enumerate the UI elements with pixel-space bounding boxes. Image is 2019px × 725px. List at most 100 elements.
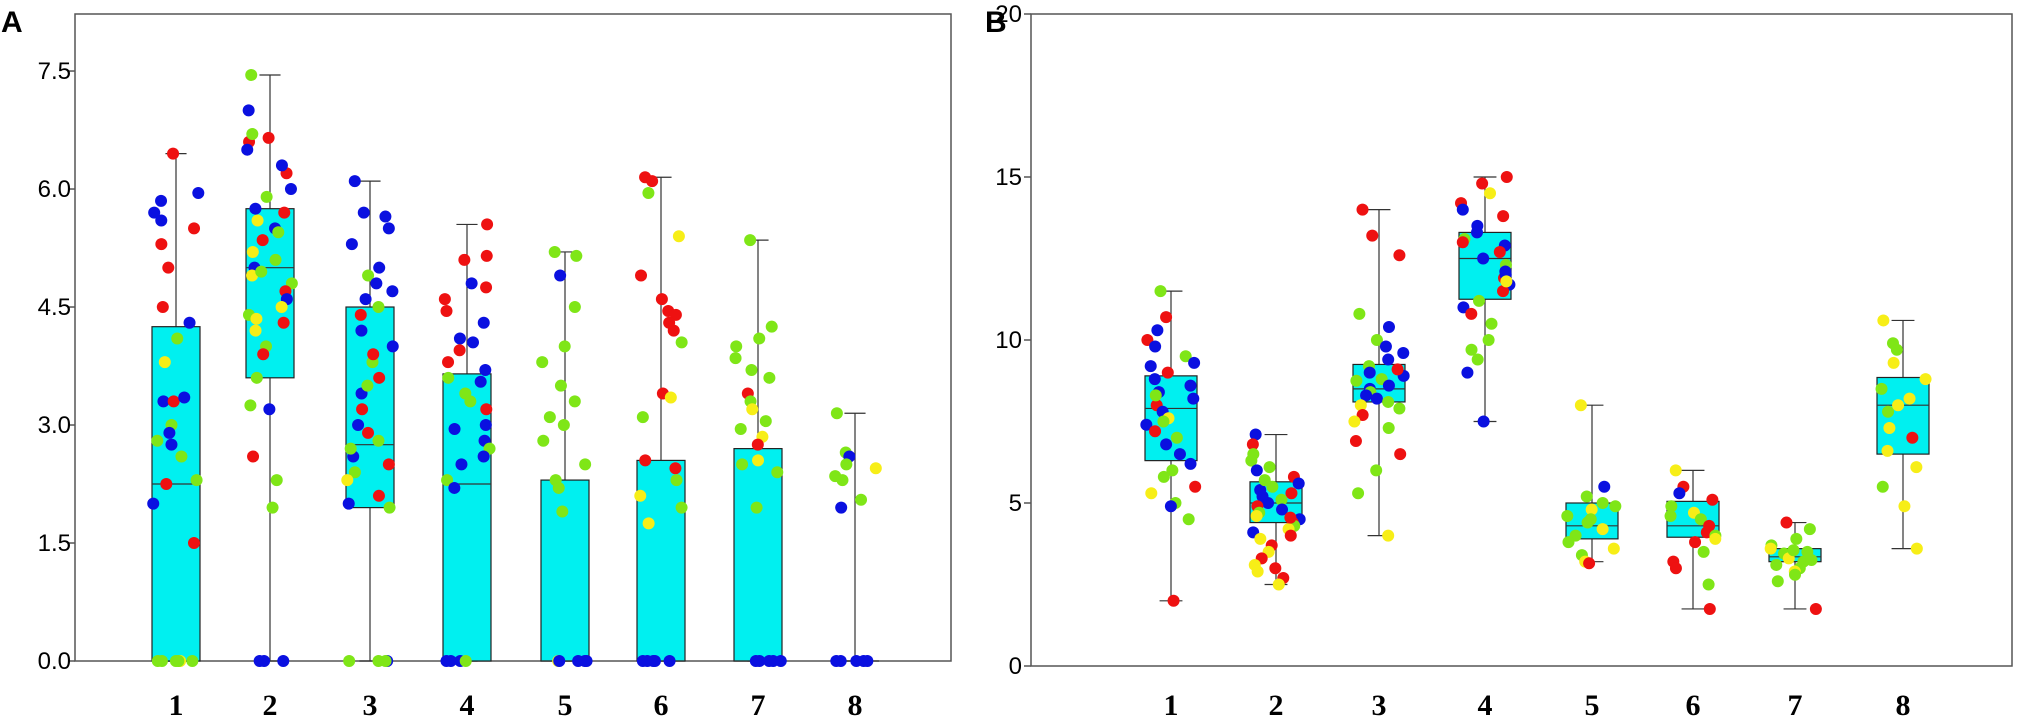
data-point xyxy=(774,655,787,667)
data-point xyxy=(1596,523,1609,536)
box-iqr xyxy=(151,326,201,662)
data-point xyxy=(1470,226,1483,239)
data-point xyxy=(348,175,361,188)
data-point xyxy=(367,348,380,361)
data-point xyxy=(1456,203,1469,216)
data-point xyxy=(251,214,264,227)
data-point xyxy=(1370,334,1383,346)
data-point xyxy=(1263,461,1276,474)
data-point xyxy=(744,234,757,247)
data-point xyxy=(1167,594,1180,607)
data-point xyxy=(552,481,565,494)
data-point xyxy=(1574,399,1587,412)
data-point xyxy=(1276,503,1289,516)
data-point xyxy=(1910,461,1923,474)
y-tick-label: 10 xyxy=(995,327,1022,354)
data-point xyxy=(373,371,386,384)
data-point xyxy=(1182,513,1195,526)
data-point xyxy=(257,348,270,361)
y-tick-label: 1.5 xyxy=(38,530,71,557)
data-point xyxy=(1382,422,1395,435)
data-point xyxy=(167,147,180,160)
data-point xyxy=(1284,529,1297,542)
data-point xyxy=(278,206,291,219)
data-point xyxy=(572,655,585,667)
data-point xyxy=(172,655,185,667)
data-point xyxy=(453,344,466,357)
data-point xyxy=(835,501,848,514)
data-point xyxy=(759,415,772,428)
data-point xyxy=(1500,275,1513,288)
data-point xyxy=(1456,236,1469,249)
data-point xyxy=(1703,602,1716,615)
data-point xyxy=(250,312,263,325)
data-point xyxy=(245,68,258,81)
data-point xyxy=(1363,366,1376,379)
data-point xyxy=(192,186,205,199)
x-tick-label: 5 xyxy=(558,689,573,722)
data-point xyxy=(1189,480,1202,493)
data-point xyxy=(1275,493,1288,506)
data-point xyxy=(1391,363,1404,376)
data-point xyxy=(830,407,843,420)
data-point xyxy=(1393,402,1406,415)
data-point xyxy=(1148,373,1161,386)
x-tick-label: 8 xyxy=(1896,689,1911,722)
data-point xyxy=(634,489,647,502)
data-point xyxy=(1370,392,1383,405)
data-point xyxy=(465,277,478,290)
data-point xyxy=(263,403,276,416)
y-tick-label: 7.5 xyxy=(38,58,71,85)
data-point xyxy=(244,399,257,412)
data-point xyxy=(1607,542,1620,555)
data-point xyxy=(354,308,367,321)
data-point xyxy=(242,104,255,117)
data-point xyxy=(1906,431,1919,444)
y-tick-label: 0 xyxy=(1009,653,1022,680)
data-point xyxy=(148,206,161,219)
data-point xyxy=(448,481,461,494)
data-point xyxy=(155,214,168,227)
data-point xyxy=(341,474,354,487)
data-point xyxy=(379,210,392,223)
data-point xyxy=(1484,187,1497,200)
y-tick-label: 20 xyxy=(995,1,1022,28)
data-point xyxy=(1348,415,1361,428)
panel-b: B 0 5 10 15 20 1 2 3 4 5 6 7 8 xyxy=(985,1,2013,722)
data-point xyxy=(269,253,282,266)
data-point xyxy=(250,371,263,384)
data-point xyxy=(167,395,180,408)
data-point xyxy=(763,371,776,384)
data-point xyxy=(345,238,358,251)
data-point xyxy=(1184,379,1197,392)
data-point xyxy=(1140,418,1153,431)
data-point xyxy=(440,304,453,317)
data-point xyxy=(1583,557,1596,570)
data-point xyxy=(840,458,853,471)
data-point xyxy=(1164,500,1177,513)
data-point xyxy=(1157,470,1170,483)
data-point xyxy=(570,249,583,262)
x-tick-label: 3 xyxy=(363,689,378,722)
data-point xyxy=(730,340,743,353)
data-point xyxy=(672,230,685,243)
data-point xyxy=(260,190,273,203)
data-point xyxy=(438,293,451,306)
x-tick-label: 7 xyxy=(751,689,766,722)
data-point xyxy=(1580,490,1593,503)
data-point xyxy=(836,474,849,487)
data-point xyxy=(641,655,654,667)
data-point xyxy=(669,462,682,475)
data-point xyxy=(477,450,490,463)
data-point xyxy=(175,450,188,463)
data-point xyxy=(1485,317,1498,330)
data-point xyxy=(359,293,372,306)
data-point xyxy=(355,324,368,337)
data-point xyxy=(1160,438,1173,451)
x-tick-label: 4 xyxy=(460,689,475,722)
data-point xyxy=(1706,493,1719,506)
data-point xyxy=(342,497,355,510)
data-point xyxy=(362,426,375,439)
data-point xyxy=(1876,480,1889,493)
